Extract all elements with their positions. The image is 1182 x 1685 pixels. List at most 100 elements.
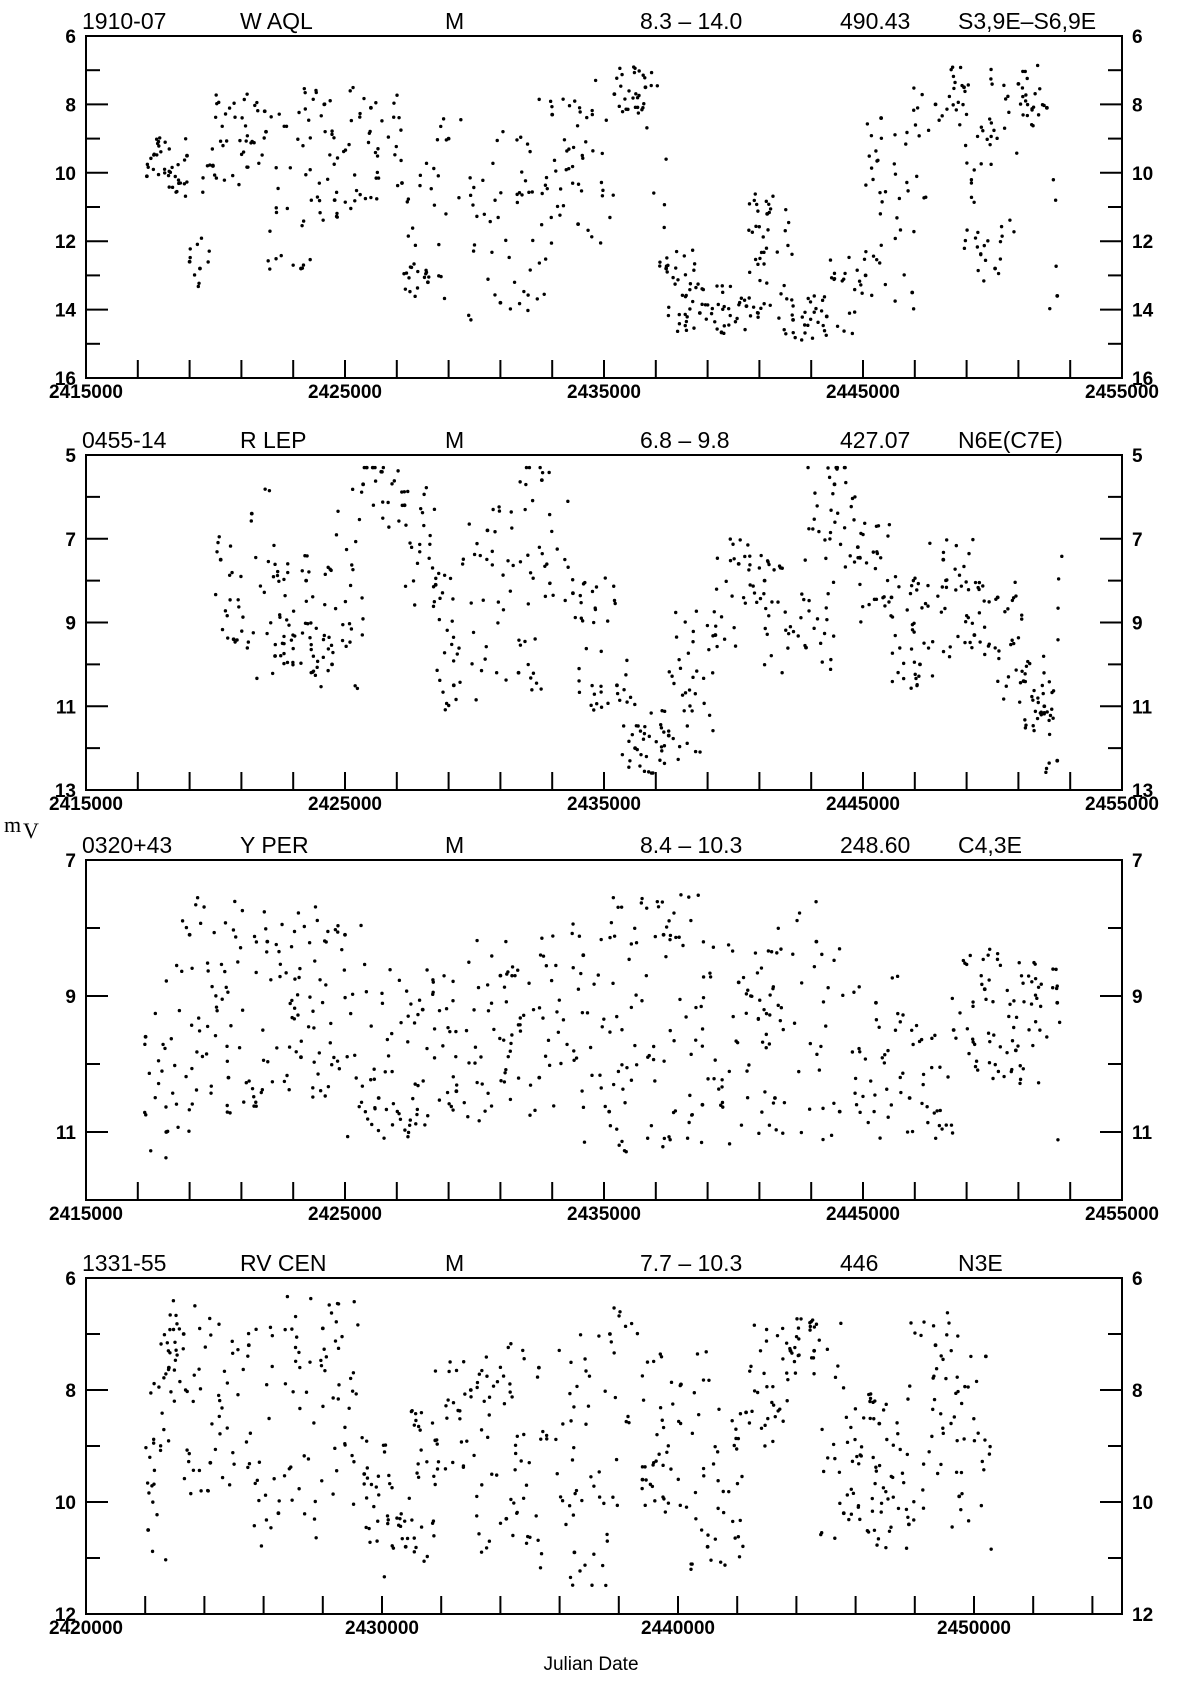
data-point xyxy=(613,601,617,606)
data-point xyxy=(548,581,552,586)
data-point xyxy=(953,80,957,85)
data-point xyxy=(950,1525,954,1529)
data-point xyxy=(220,1475,225,1480)
header-field-1: 1910-07 xyxy=(82,8,166,34)
data-point xyxy=(352,1300,356,1304)
header-field-1: 1331-55 xyxy=(82,1250,166,1276)
data-point xyxy=(665,256,669,260)
data-point xyxy=(713,1444,717,1449)
data-point xyxy=(590,683,594,688)
data-point xyxy=(704,1350,708,1354)
data-point xyxy=(268,229,272,233)
data-point xyxy=(253,103,257,108)
data-point xyxy=(230,570,234,575)
data-point xyxy=(1008,1002,1012,1007)
data-point xyxy=(373,1105,377,1110)
data-point xyxy=(515,192,519,197)
data-point xyxy=(581,953,586,958)
data-point xyxy=(169,1037,173,1041)
data-point xyxy=(800,592,804,596)
data-point xyxy=(214,1005,219,1009)
data-point xyxy=(621,724,626,728)
data-point xyxy=(626,1414,630,1419)
data-point xyxy=(1041,654,1046,659)
data-point xyxy=(363,1110,368,1114)
data-point xyxy=(335,215,339,219)
data-point xyxy=(323,1094,327,1098)
y-tick-label-right: 8 xyxy=(1132,1381,1143,1402)
data-point xyxy=(274,257,278,261)
data-point xyxy=(727,323,731,327)
data-point xyxy=(478,553,482,558)
data-point xyxy=(444,212,448,216)
data-point xyxy=(778,1407,782,1411)
data-point xyxy=(189,1491,193,1496)
data-point xyxy=(859,531,863,536)
data-point xyxy=(290,1498,294,1502)
data-point xyxy=(649,70,654,75)
data-point xyxy=(645,126,649,130)
data-point xyxy=(799,616,803,620)
data-point xyxy=(413,1082,417,1086)
data-point xyxy=(198,1387,203,1391)
data-point xyxy=(412,262,416,266)
data-point xyxy=(885,578,890,583)
data-point xyxy=(1041,691,1045,696)
data-point xyxy=(287,1088,291,1092)
data-point xyxy=(832,958,836,963)
data-point xyxy=(650,1484,655,1489)
data-point xyxy=(321,218,325,222)
data-point xyxy=(381,516,385,520)
data-point xyxy=(661,1463,665,1468)
data-point xyxy=(615,76,619,80)
data-point xyxy=(171,1091,175,1095)
data-point xyxy=(608,1332,612,1336)
data-point xyxy=(850,331,855,336)
data-point xyxy=(397,115,401,120)
data-point xyxy=(829,276,834,280)
data-point xyxy=(858,582,862,587)
data-point xyxy=(764,1032,769,1037)
data-point xyxy=(895,1421,899,1425)
data-point xyxy=(1023,672,1027,676)
data-point xyxy=(863,521,867,525)
data-point xyxy=(889,1474,893,1479)
data-point xyxy=(674,249,679,254)
data-point xyxy=(979,1503,984,1508)
data-point xyxy=(282,577,286,582)
data-point xyxy=(655,84,660,88)
data-point xyxy=(516,1023,521,1027)
data-point xyxy=(308,636,312,640)
data-point xyxy=(763,1423,767,1428)
data-point xyxy=(558,213,562,217)
data-point xyxy=(627,957,631,962)
data-point xyxy=(841,993,845,998)
y-tick-label-right: 12 xyxy=(1132,1605,1153,1626)
data-point xyxy=(487,1539,492,1543)
data-point xyxy=(277,613,282,617)
data-point xyxy=(843,465,847,470)
data-point xyxy=(373,465,377,470)
data-point xyxy=(592,1484,596,1488)
data-point xyxy=(1024,664,1029,669)
data-point xyxy=(825,617,829,622)
data-point xyxy=(226,990,230,994)
data-point xyxy=(446,1025,450,1030)
data-point xyxy=(543,594,548,599)
data-point xyxy=(833,1536,837,1540)
data-point xyxy=(268,1325,273,1330)
data-point xyxy=(1047,718,1051,723)
data-point xyxy=(151,167,156,172)
data-point xyxy=(947,1321,951,1325)
data-point xyxy=(319,1358,323,1363)
data-point xyxy=(480,1368,484,1373)
data-point xyxy=(210,1422,214,1426)
data-point xyxy=(330,129,334,133)
data-point xyxy=(953,567,957,571)
data-point xyxy=(1038,1028,1042,1032)
data-point xyxy=(386,1518,390,1522)
data-point xyxy=(756,311,760,315)
data-point xyxy=(998,1045,1003,1049)
data-point xyxy=(1039,713,1044,717)
data-point xyxy=(599,937,603,942)
